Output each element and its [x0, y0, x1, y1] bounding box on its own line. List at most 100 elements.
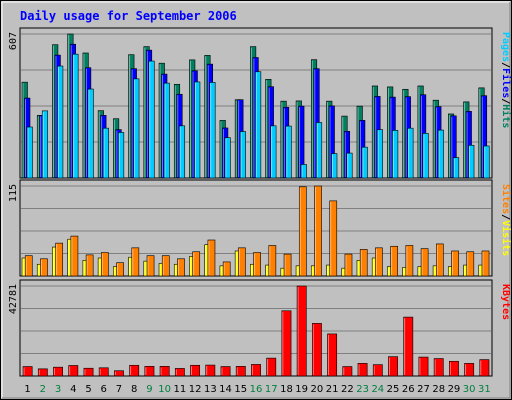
bar-pages-day-18 — [285, 125, 292, 179]
bar-kbytes-day-2 — [37, 368, 48, 377]
bar-pages-day-27 — [422, 133, 429, 179]
x-tick-label-day-30: 30 — [463, 384, 476, 395]
bar-kbytes-day-6 — [98, 367, 109, 377]
plot-area — [19, 279, 493, 377]
series-kbytes — [22, 285, 490, 377]
bar-kbytes-day-16 — [251, 364, 261, 377]
bar-sites-day-22 — [344, 253, 353, 277]
x-tick-label-day-8: 8 — [131, 384, 137, 395]
bar-sites-day-24 — [375, 247, 383, 277]
x-tick-label-day-11: 11 — [174, 384, 187, 395]
y-max-label: 42781 — [8, 284, 19, 314]
legend: Pages/Files/Hits — [500, 32, 512, 128]
bar-pages-day-4 — [72, 53, 79, 179]
bar-kbytes-day-15 — [235, 366, 246, 377]
bar-kbytes-day-20 — [311, 323, 322, 377]
bar-pages-day-11 — [178, 125, 186, 179]
bar-kbytes-day-11 — [174, 368, 185, 377]
x-tick-label-day-29: 29 — [448, 384, 461, 395]
bar-sites-day-28 — [436, 243, 444, 277]
bar-pages-day-7 — [118, 132, 125, 179]
x-tick-label-day-23: 23 — [356, 384, 369, 395]
bar-pages-day-14 — [224, 137, 231, 179]
bar-pages-day-5 — [87, 88, 94, 179]
bar-kbytes-day-1 — [22, 366, 33, 377]
x-tick-label-day-19: 19 — [295, 384, 308, 395]
bar-pages-day-1 — [26, 126, 33, 179]
x-tick-label-day-31: 31 — [478, 384, 491, 395]
legend: KBytes — [500, 284, 511, 320]
bar-pages-day-13 — [209, 82, 216, 179]
chart-title: Daily usage for September 2006 — [20, 9, 237, 23]
bar-pages-day-19 — [300, 164, 307, 179]
bar-sites-day-4 — [70, 235, 79, 277]
legend-entry: Pages — [500, 32, 511, 62]
x-tick-label-day-21: 21 — [326, 384, 339, 395]
bar-sites-day-5 — [85, 254, 94, 277]
bar-sites-day-16 — [253, 252, 261, 277]
bar-pages-day-16 — [255, 71, 262, 179]
x-tick-label-day-27: 27 — [417, 384, 430, 395]
x-axis-day-labels: 1 2 3 4 5 6 7 8 9 10 11 12 13 14 15 16 17 18 19 20 21 22 23 24 2… — [24, 384, 490, 395]
bar-kbytes-day-22 — [342, 366, 353, 377]
panel-1: 607 Pages/Files/Hits — [8, 27, 512, 179]
x-tick-label-day-17: 17 — [265, 384, 278, 395]
bar-sites-day-8 — [131, 247, 140, 277]
x-tick-label-day-10: 10 — [158, 384, 171, 395]
bar-sites-day-29 — [451, 250, 459, 277]
x-tick-label-day-15: 15 — [234, 384, 247, 395]
bar-pages-day-2 — [41, 110, 49, 179]
x-tick-label-day-20: 20 — [311, 384, 324, 395]
bar-kbytes-day-28 — [433, 358, 444, 377]
bar-kbytes-day-10 — [159, 366, 170, 377]
bar-pages-day-25 — [392, 130, 399, 179]
bar-sites-day-18 — [283, 253, 292, 277]
bar-sites-day-7 — [116, 262, 124, 277]
bar-kbytes-day-9 — [144, 366, 155, 377]
legend-entry: / — [500, 62, 511, 68]
legend-entry: / — [500, 214, 511, 220]
x-tick-label-day-24: 24 — [371, 384, 384, 395]
x-tick-label-day-6: 6 — [101, 384, 107, 395]
x-tick-label-day-9: 9 — [146, 384, 152, 395]
bar-sites-day-30 — [466, 251, 475, 277]
x-tick-label-day-18: 18 — [280, 384, 293, 395]
bar-sites-day-14 — [222, 261, 231, 277]
bar-sites-day-9 — [146, 255, 155, 277]
bar-kbytes-day-18 — [281, 310, 292, 377]
y-max-label: 607 — [8, 32, 19, 50]
x-tick-label-day-22: 22 — [341, 384, 354, 395]
legend-entry: / — [500, 98, 511, 104]
bar-kbytes-day-14 — [220, 366, 231, 377]
bar-pages-day-22 — [346, 152, 353, 179]
legend-entry: Visits — [500, 220, 512, 256]
x-tick-label-day-16: 16 — [250, 384, 263, 395]
series-pages — [26, 53, 490, 179]
bar-pages-day-8 — [133, 78, 140, 179]
x-tick-label-day-4: 4 — [70, 384, 76, 395]
bar-kbytes-day-5 — [83, 367, 94, 377]
x-tick-label-day-2: 2 — [40, 384, 46, 395]
bar-kbytes-day-17 — [266, 357, 277, 377]
bar-sites-day-6 — [101, 252, 109, 277]
bar-kbytes-day-4 — [68, 365, 79, 377]
x-tick-label-day-25: 25 — [387, 384, 400, 395]
bar-sites-day-1 — [24, 255, 33, 277]
bar-sites-day-10 — [161, 255, 170, 277]
bar-sites-day-12 — [192, 251, 201, 277]
x-tick-label-day-1: 1 — [24, 384, 30, 395]
legend-entry: Sites — [500, 184, 512, 214]
bar-kbytes-day-7 — [114, 370, 124, 377]
bar-pages-day-31 — [483, 145, 490, 179]
legend-entry: KBytes — [500, 284, 511, 320]
bar-pages-day-30 — [468, 144, 475, 179]
bar-pages-day-17 — [270, 125, 277, 179]
bar-pages-day-29 — [453, 157, 460, 179]
x-tick-label-day-14: 14 — [219, 384, 232, 395]
x-tick-label-day-7: 7 — [116, 384, 122, 395]
panel-2: 115 Sites/Visits — [8, 179, 512, 277]
bar-pages-day-21 — [331, 153, 338, 179]
legend-entry: Files — [500, 68, 512, 98]
